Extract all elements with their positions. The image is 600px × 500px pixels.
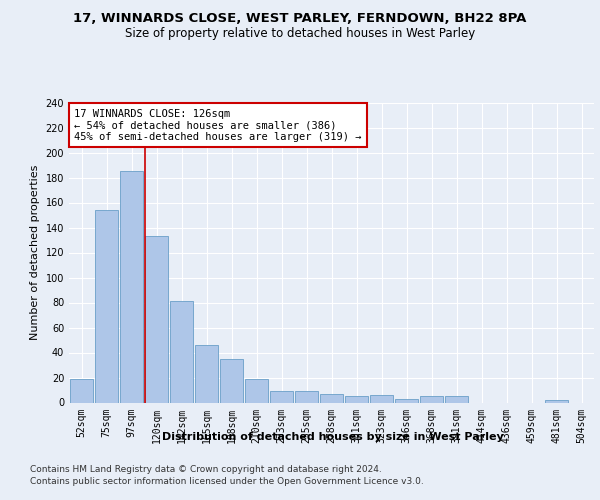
Bar xyxy=(345,396,368,402)
Bar xyxy=(370,395,393,402)
Bar xyxy=(95,210,118,402)
Text: Size of property relative to detached houses in West Parley: Size of property relative to detached ho… xyxy=(125,28,475,40)
Bar xyxy=(220,359,243,403)
Bar xyxy=(545,400,568,402)
Bar xyxy=(245,379,268,402)
Bar xyxy=(320,394,343,402)
Bar xyxy=(395,399,418,402)
Bar xyxy=(445,396,468,402)
Text: Contains public sector information licensed under the Open Government Licence v3: Contains public sector information licen… xyxy=(30,478,424,486)
Bar xyxy=(145,236,168,402)
Bar xyxy=(170,301,193,402)
Y-axis label: Number of detached properties: Number of detached properties xyxy=(30,165,40,340)
Bar xyxy=(270,391,293,402)
Text: 17, WINNARDS CLOSE, WEST PARLEY, FERNDOWN, BH22 8PA: 17, WINNARDS CLOSE, WEST PARLEY, FERNDOW… xyxy=(73,12,527,26)
Text: Contains HM Land Registry data © Crown copyright and database right 2024.: Contains HM Land Registry data © Crown c… xyxy=(30,465,382,474)
Text: 17 WINNARDS CLOSE: 126sqm
← 54% of detached houses are smaller (386)
45% of semi: 17 WINNARDS CLOSE: 126sqm ← 54% of detac… xyxy=(74,108,362,142)
Bar xyxy=(420,396,443,402)
Text: Distribution of detached houses by size in West Parley: Distribution of detached houses by size … xyxy=(162,432,504,442)
Bar xyxy=(295,391,318,402)
Bar xyxy=(70,379,93,402)
Bar xyxy=(120,171,143,402)
Bar xyxy=(195,345,218,403)
